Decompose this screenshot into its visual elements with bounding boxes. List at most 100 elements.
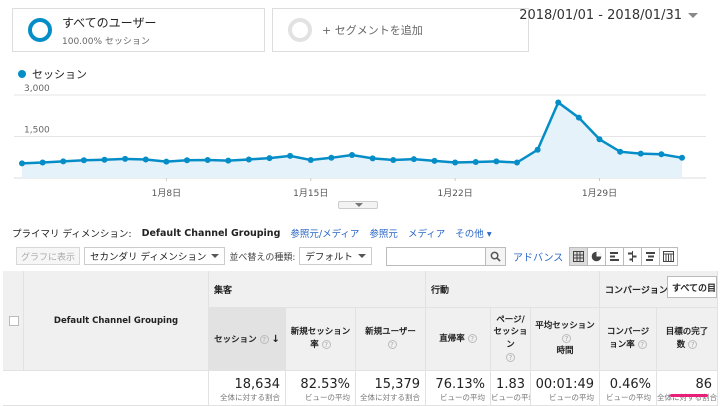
data-point	[575, 114, 582, 121]
header-label: ページ/	[496, 314, 525, 325]
total-bounce-rate: 76.13% ビューの平均	[426, 371, 491, 406]
table-search-input[interactable]	[386, 246, 486, 266]
y-tick-label: 1,500	[24, 126, 50, 136]
select-column	[3, 271, 24, 371]
header-label: コンバージ	[606, 327, 650, 338]
total-sub: ビューの平均	[606, 393, 651, 402]
data-point	[658, 151, 665, 158]
sort-type-dropdown[interactable]: デフォルト	[299, 247, 372, 265]
goal-select-dropdown[interactable]: すべての目標	[667, 276, 717, 298]
total-value: 86	[695, 377, 712, 392]
header-label-2: 率	[310, 340, 319, 350]
chevron-down-icon	[357, 254, 366, 258]
total-value: 00:01:49	[535, 377, 594, 392]
sort-type-label: 並べ替えの種類:	[229, 252, 296, 263]
view-term-cloud-icon[interactable]	[641, 246, 660, 266]
data-point	[287, 152, 294, 159]
x-tick-label: 1月22日	[438, 188, 473, 199]
chart-collapse-handle[interactable]	[338, 201, 378, 209]
total-value: 76.13%	[435, 377, 485, 392]
header-label: セッション	[214, 334, 257, 345]
data-point	[679, 154, 685, 161]
header-label: 直帰率	[439, 333, 465, 344]
add-segment-button[interactable]: + セグメントを追加	[272, 8, 529, 52]
column-header-pages-per-session[interactable]: ページ/ セッション ?	[491, 308, 531, 371]
segment-ring-icon	[28, 18, 52, 42]
x-tick-label: 1月15日	[293, 188, 328, 199]
dimension-source-medium[interactable]: 参照元/メディア	[290, 229, 360, 240]
header-label-2: ョン率	[609, 340, 635, 350]
data-point	[637, 150, 644, 157]
data-point	[101, 156, 108, 163]
data-point	[307, 157, 314, 164]
data-point	[555, 99, 562, 106]
totals-label-cell	[3, 371, 209, 406]
dimension-source[interactable]: 参照元	[369, 229, 398, 240]
total-value: 0.46%	[609, 377, 651, 392]
column-header-bounce-rate[interactable]: 直帰率?	[426, 308, 491, 371]
select-all-checkbox[interactable]	[9, 316, 19, 326]
column-header-avg-session-duration[interactable]: 平均セッション? 時間	[531, 308, 600, 371]
dimension-default-channel[interactable]: Default Channel Grouping	[141, 227, 281, 239]
data-point	[452, 159, 459, 166]
dimension-medium[interactable]: メディア	[407, 229, 446, 240]
total-sessions: 18,634 全体に対する割合	[209, 371, 286, 406]
segment-all-users[interactable]: すべてのユーザー 100.00% セッション	[12, 8, 265, 52]
help-icon[interactable]: ?	[562, 333, 571, 343]
total-sub: 全体に対する割合	[360, 393, 420, 402]
series-area	[22, 102, 682, 178]
help-icon[interactable]: ?	[637, 340, 647, 349]
data-point	[617, 148, 624, 155]
search-icon	[490, 251, 501, 262]
search-button[interactable]	[486, 246, 506, 266]
date-range-picker[interactable]: 2018/01/01 - 2018/01/31	[519, 8, 698, 23]
dimension-column-header[interactable]: Default Channel Grouping	[24, 271, 209, 371]
view-performance-icon[interactable]	[605, 246, 624, 266]
column-header-new-users[interactable]: 新規ユーザー ?	[356, 308, 426, 371]
view-pie-icon[interactable]	[587, 246, 606, 266]
help-icon[interactable]: ?	[259, 334, 269, 344]
date-range-label: 2018/01/01 - 2018/01/31	[519, 8, 682, 23]
view-table-icon[interactable]	[569, 246, 588, 266]
header-label-2: 数	[676, 340, 686, 350]
data-point	[369, 155, 376, 162]
help-icon[interactable]: ?	[506, 352, 515, 362]
help-icon[interactable]: ?	[387, 340, 397, 349]
column-header-new-sessions[interactable]: 新規セッション 率?	[286, 308, 356, 371]
data-point	[80, 157, 87, 164]
group-acquisition: 集客	[209, 271, 426, 308]
plot-rows-button[interactable]: グラフに表示	[16, 247, 81, 265]
data-point	[410, 156, 417, 163]
data-point	[493, 158, 500, 165]
legend-dot-icon	[18, 70, 26, 78]
dimension-other[interactable]: その他 ▾	[455, 229, 492, 240]
table-toolbar: グラフに表示 セカンダリ ディメンション 並べ替えの種類: デフォルト アドバン…	[16, 245, 704, 267]
column-header-goal-completions[interactable]: 目標の完了 数?	[657, 308, 718, 371]
total-sub: 全体に対する割合	[657, 393, 717, 402]
advanced-filter-link[interactable]: アドバンス	[513, 252, 564, 264]
data-point	[122, 155, 129, 162]
segment-ring-icon	[288, 18, 312, 42]
secondary-dimension-dropdown[interactable]: セカンダリ ディメンション	[84, 247, 226, 265]
secondary-dimension-label: セカンダリ ディメンション	[90, 252, 207, 263]
column-header-conversion-rate[interactable]: コンバージ ョン率?	[600, 308, 657, 371]
group-conversion-label: コンバージョン	[605, 285, 668, 296]
chart-legend[interactable]: セッション	[18, 66, 87, 82]
total-value: 1.83	[496, 377, 525, 392]
data-point	[472, 158, 479, 165]
column-header-sessions[interactable]: セッション? ↓	[209, 308, 286, 371]
primary-dimension-bar: プライマリ ディメンション: Default Channel Grouping …	[12, 226, 492, 241]
data-point	[60, 158, 67, 165]
header-label: 平均セッション	[535, 320, 595, 331]
help-icon[interactable]: ?	[321, 340, 331, 349]
view-comparison-icon[interactable]	[623, 246, 642, 266]
segment-subtitle: 100.00% セッション	[62, 36, 150, 47]
help-icon[interactable]: ?	[467, 333, 477, 343]
data-point	[225, 157, 232, 164]
help-icon[interactable]: ?	[688, 340, 698, 349]
total-value: 18,634	[234, 377, 281, 392]
data-point	[514, 159, 520, 166]
view-pivot-icon[interactable]	[659, 246, 678, 266]
segment-title: すべてのユーザー	[62, 15, 157, 30]
data-point	[184, 157, 190, 164]
